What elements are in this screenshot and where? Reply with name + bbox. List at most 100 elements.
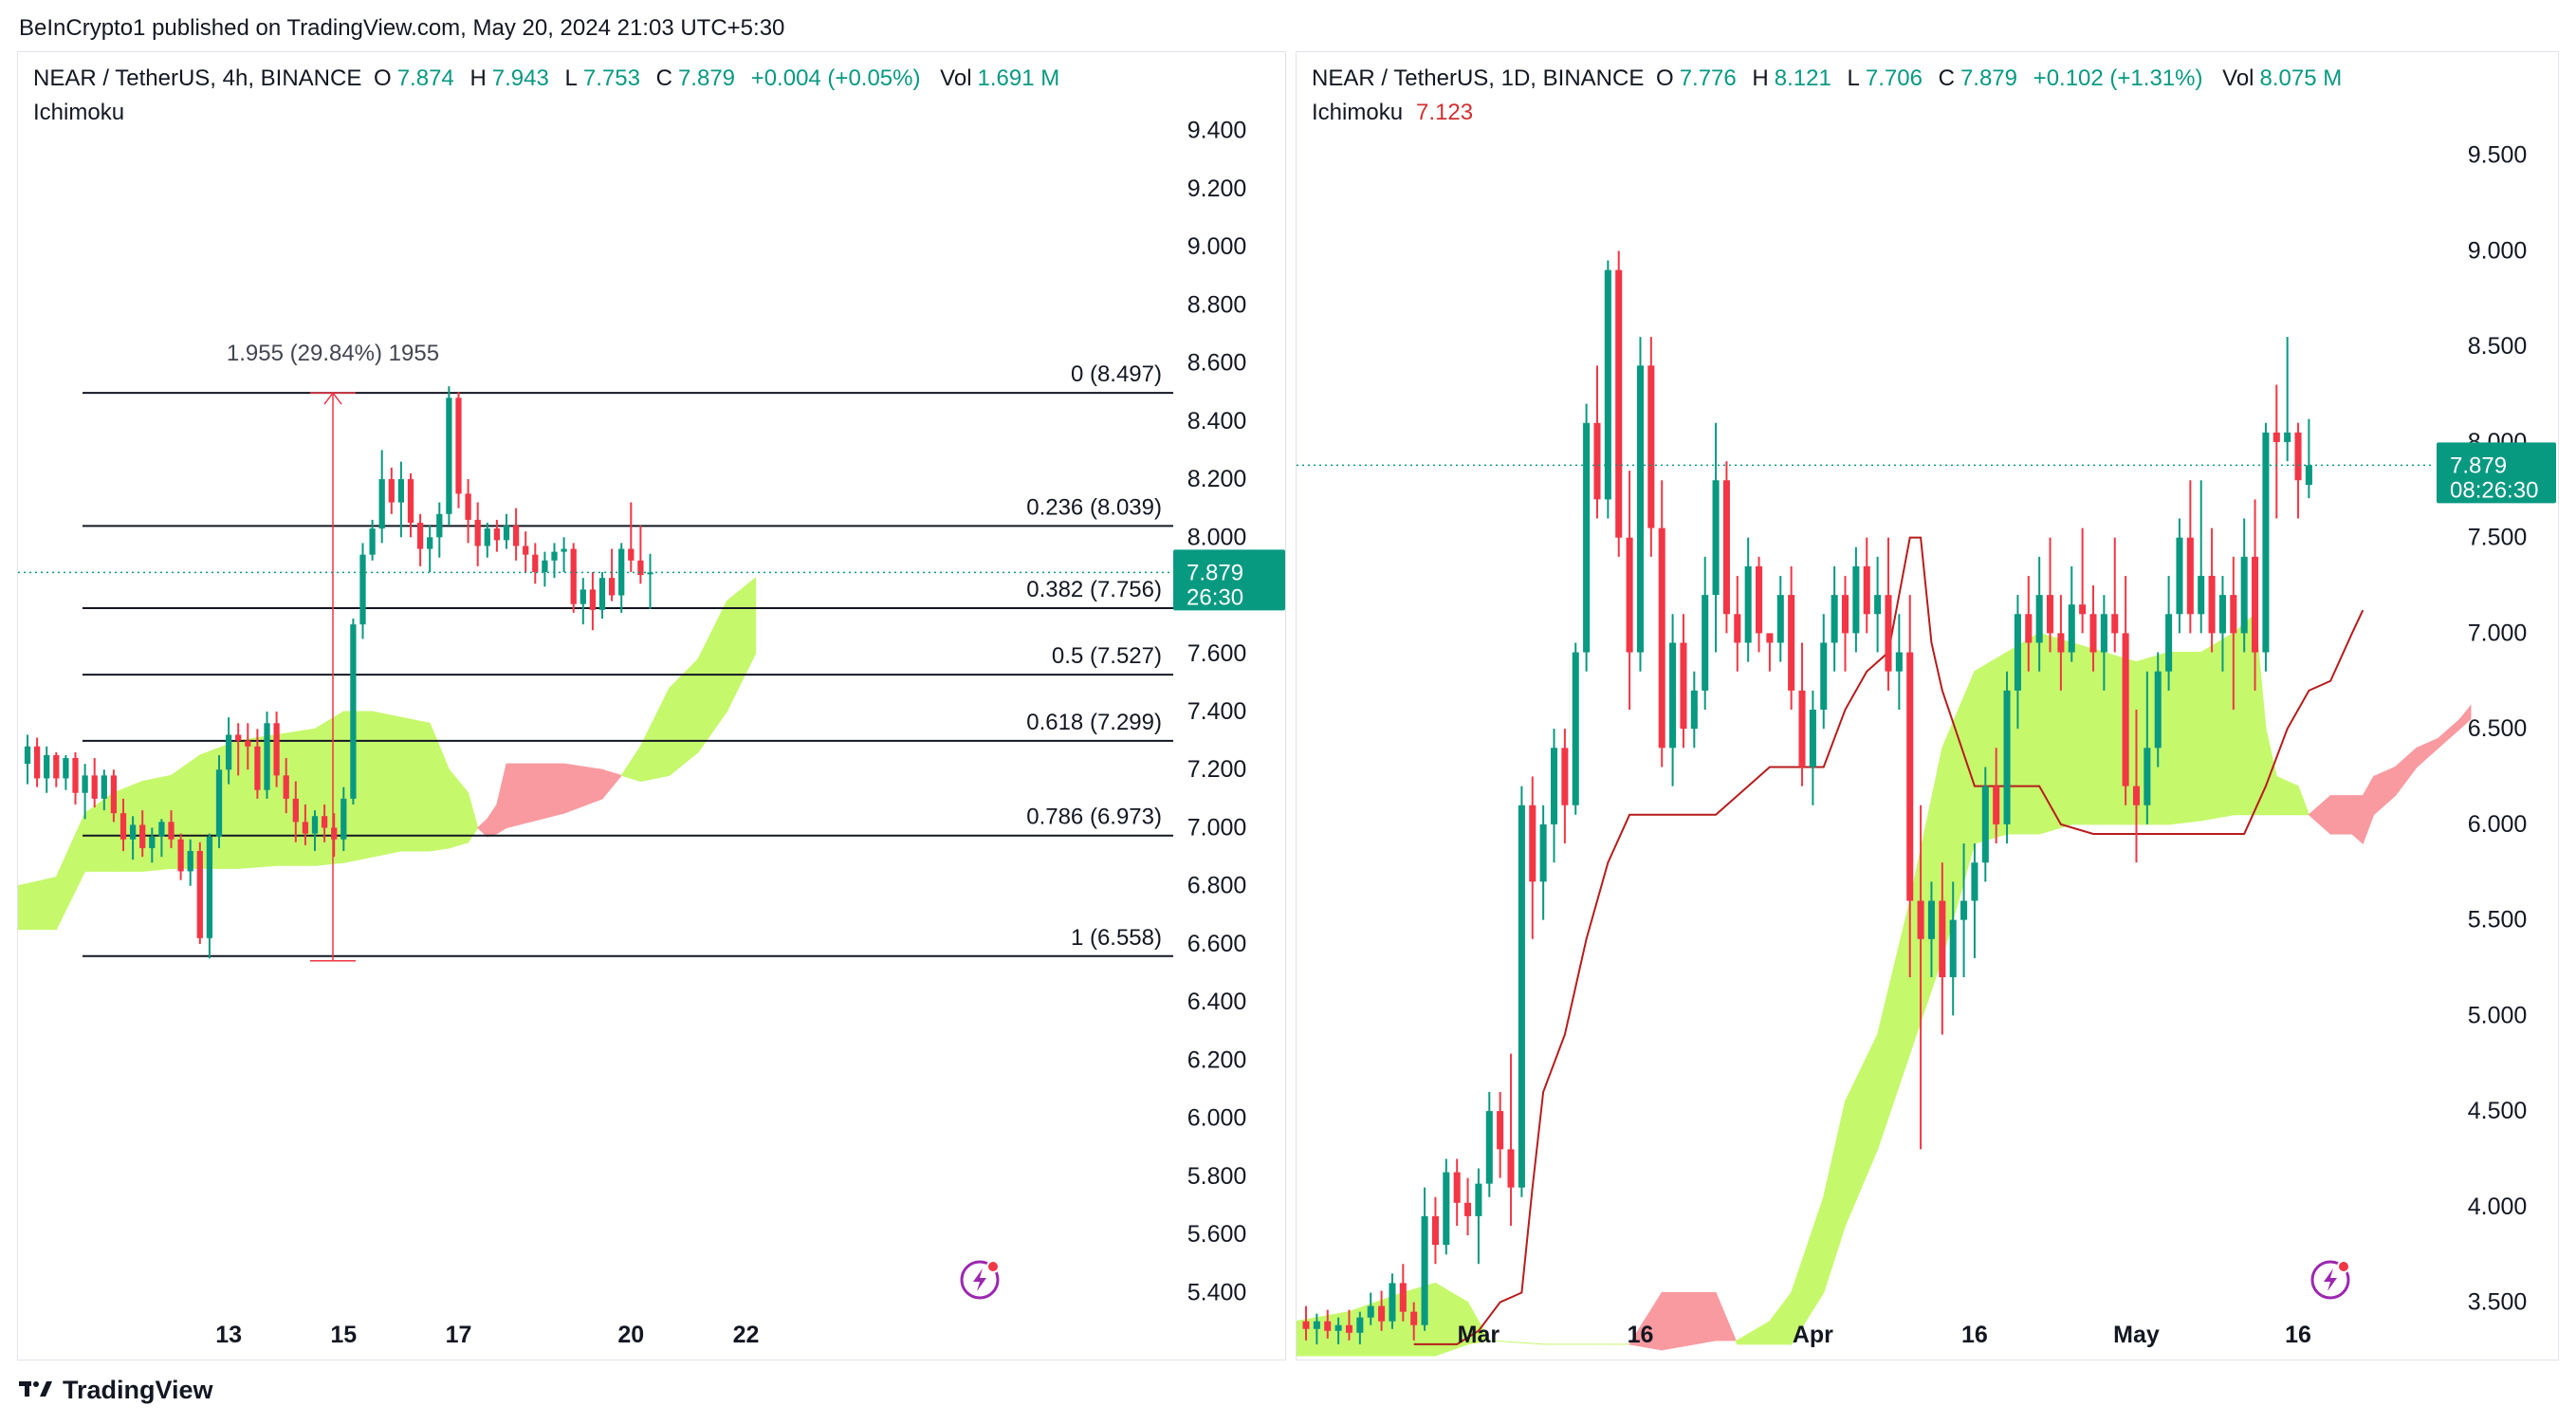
candle-body (598, 578, 606, 610)
lightning-icon[interactable] (2310, 1260, 2350, 1300)
symbol-title[interactable]: NEAR / TetherUS, 4h, BINANCE (33, 65, 362, 91)
kumo-bearish (2438, 717, 2461, 750)
kumo-bullish (400, 716, 431, 852)
kumo-bearish (563, 763, 603, 814)
kumo-bullish (2200, 632, 2235, 822)
time-tick-label: Mar (1458, 1322, 1500, 1348)
price-tick-label: 6.000 (2468, 811, 2528, 838)
kumo-bullish (1769, 1290, 1793, 1345)
candle-body (628, 548, 635, 561)
candle-body (1874, 595, 1882, 615)
candle-body (637, 560, 644, 576)
candle-body (1334, 1324, 1342, 1331)
candle-body (493, 528, 501, 541)
candle-body (2144, 748, 2151, 805)
kumo-bullish (429, 723, 450, 852)
candle-body (2035, 595, 2043, 643)
tradingview-brand: TradingView (63, 1376, 213, 1404)
candle-body (1593, 422, 1601, 500)
candle-body (1690, 690, 1698, 730)
candle-body (1507, 1149, 1515, 1188)
change-value: +0.102 (+1.31%) (2033, 65, 2203, 91)
candle-body (561, 548, 567, 552)
candle-body (1658, 527, 1665, 749)
candle-body (1788, 595, 1795, 691)
price-tick-label: 6.400 (1187, 989, 1247, 1015)
candle-body (2154, 671, 2162, 749)
candle-body (436, 513, 443, 538)
lightning-bolt (973, 1268, 986, 1291)
candle-body (82, 775, 88, 793)
open-value: 7.776 (1679, 65, 1737, 91)
kumo-bullish (1909, 748, 1943, 1054)
price-tick-label: 7.000 (1187, 814, 1247, 841)
volume-label: Vol (940, 65, 972, 91)
candle-body (2025, 614, 2033, 643)
notification-dot (986, 1260, 1000, 1273)
candle-body (1518, 805, 1525, 1188)
candle-body (570, 548, 577, 604)
candle-body (1421, 1215, 1428, 1325)
symbol-title[interactable]: NEAR / TetherUS, 1D, BINANCE (1312, 65, 1645, 91)
candle-body (608, 578, 616, 596)
open-label: O (374, 65, 392, 91)
candle-body (2003, 690, 2011, 824)
price-tick-label: 5.000 (2468, 1002, 2528, 1028)
candle-body (1809, 710, 1816, 768)
indicator-legend-4h[interactable]: Ichimoku (33, 100, 138, 126)
candle-body (2100, 614, 2107, 653)
kumo-bearish (476, 818, 488, 838)
candle-body (397, 479, 405, 503)
high-label: H (1752, 65, 1769, 91)
kumo-bullish (1297, 1311, 1350, 1357)
chart-panel-1d[interactable]: 9.500 9.000 8.500 8.000 7.500 7.000 6.500 6.000… (1296, 51, 2559, 1360)
price-tick-label: 5.600 (1187, 1221, 1247, 1248)
chart-panel-4h[interactable]: 0 (8.497) 0.236 (8.039) 0.382 (7.756) 0.5 (… (17, 51, 1286, 1360)
candle-body (158, 822, 165, 837)
chart-4h-plot[interactable]: 0 (8.497) 0.236 (8.039) 0.382 (7.756) 0.5 (… (18, 52, 1285, 1360)
publish-caption: BeInCrypto1 published on TradingView.com… (19, 15, 785, 41)
candle-body (388, 479, 395, 503)
time-tick-label: 16 (1961, 1322, 1988, 1348)
price-tick-label: 4.000 (2468, 1194, 2528, 1220)
kumo-bearish (506, 763, 565, 829)
candle-body (2047, 595, 2054, 634)
candle-body (1917, 900, 1924, 939)
kumo-bullish (342, 711, 374, 863)
open-label: O (1656, 65, 1674, 91)
kumo-bullish (1941, 671, 1976, 959)
price-tick-label: 6.800 (1187, 873, 1247, 899)
candle-body (283, 775, 289, 799)
kumo-bearish (487, 803, 498, 838)
chart-1d-plot[interactable]: 9.5009.0008.5008.0007.5007.0006.5006.000… (1297, 52, 2558, 1360)
candle-body (427, 537, 433, 549)
kumo-bullish (669, 657, 699, 777)
kumo-bullish (1737, 1320, 1771, 1345)
candle-body (1583, 422, 1591, 653)
candle-body (1378, 1305, 1386, 1322)
price-tick-label: 4.500 (2468, 1098, 2528, 1124)
kumo-bullish (18, 876, 57, 931)
plot-layer: 9.5009.0008.5008.0007.5007.0006.5006.000… (1297, 142, 2528, 1357)
kumo-bullish (726, 577, 757, 712)
tradingview-footer[interactable]: TradingView (19, 1376, 213, 1405)
candle-body (206, 836, 213, 938)
candle-body (24, 746, 31, 765)
candle-body (1669, 642, 1677, 749)
candle-body (1453, 1172, 1461, 1203)
price-tick-label: 7.600 (1187, 640, 1247, 667)
candle-body (1927, 900, 1935, 939)
candle-body (1313, 1321, 1320, 1329)
candle-body (321, 816, 328, 828)
candle-body (63, 757, 69, 779)
price-tick-label: 3.500 (2468, 1289, 2528, 1316)
indicator-legend-1d[interactable]: Ichimoku 7.123 (1312, 100, 1473, 126)
candle-body (1971, 862, 1978, 901)
candle-body (1443, 1172, 1450, 1246)
candle-body (1776, 595, 1784, 643)
candle-body (139, 824, 146, 848)
candle-body (91, 775, 98, 799)
kumo-bullish (2006, 632, 2040, 835)
lightning-icon[interactable] (960, 1260, 1000, 1300)
